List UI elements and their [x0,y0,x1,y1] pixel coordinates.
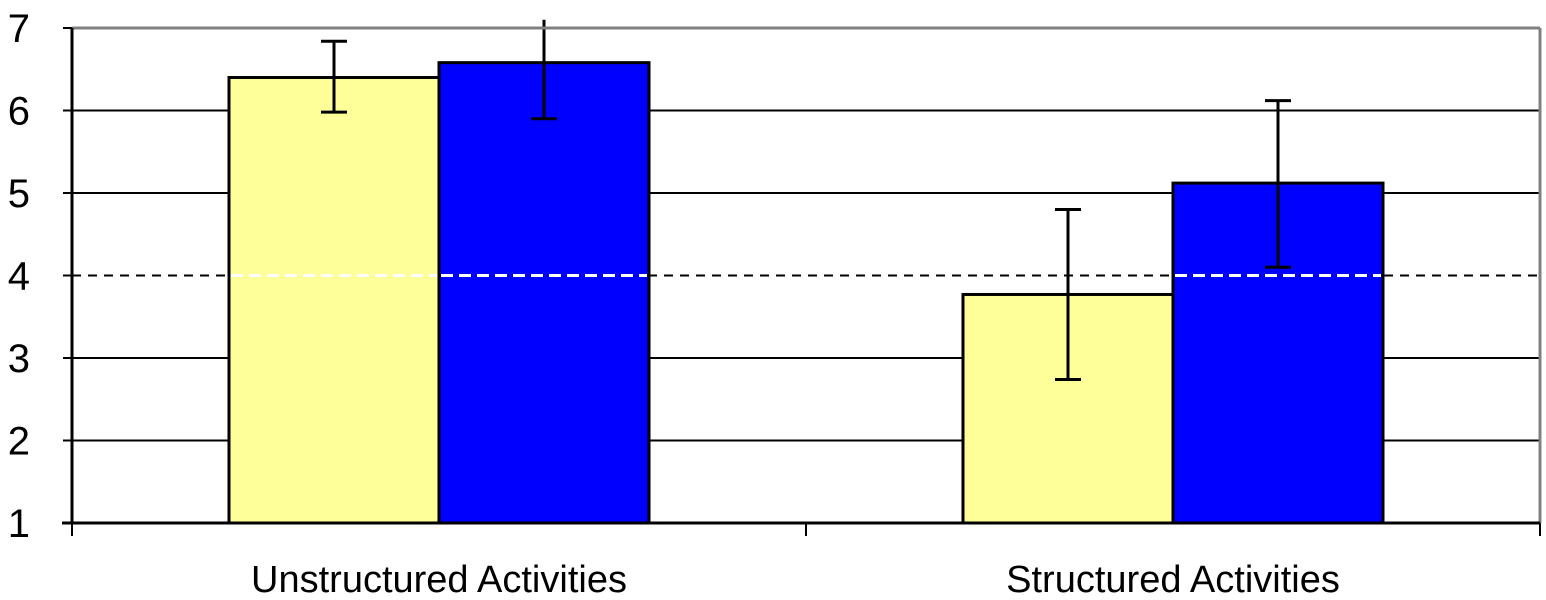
y-tick-label: 2 [8,420,30,464]
axes [62,26,1542,536]
y-tick-label: 4 [8,255,30,299]
x-category-label: Unstructured Activities [251,559,627,600]
y-tick-label: 6 [8,90,30,134]
error-bars [321,19,1291,381]
bars [227,61,1385,525]
y-tick-label: 1 [8,502,30,546]
y-tick-labels: 1 2 3 4 5 6 7 [8,7,30,546]
y-tick-label: 3 [8,337,30,381]
bar-series1-unstructured [227,76,441,525]
x-category-labels: Unstructured Activities Structured Activi… [251,559,1340,600]
y-tick-label: 5 [8,172,30,216]
bar-series2-unstructured [437,61,651,525]
x-category-label: Structured Activities [1006,559,1340,600]
y-tick-label: 7 [8,7,30,51]
